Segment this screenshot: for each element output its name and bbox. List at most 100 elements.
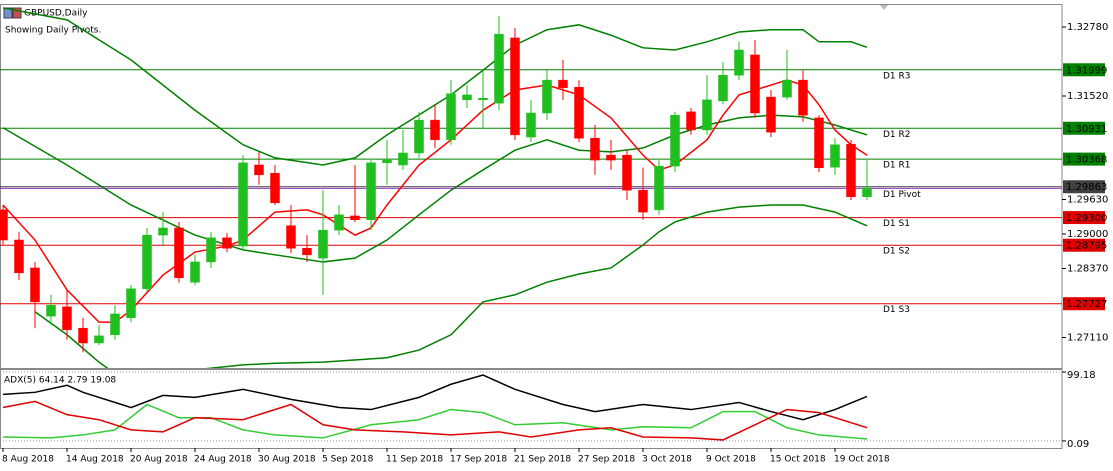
pivot-level-label: D1 R1 xyxy=(883,161,911,171)
icon xyxy=(3,7,13,19)
indicator-line xyxy=(2,374,868,421)
candle-body xyxy=(686,111,696,131)
candle-body xyxy=(62,306,72,331)
symbol-icons xyxy=(3,7,22,19)
candle-body xyxy=(158,227,168,236)
candle-body xyxy=(142,234,152,290)
y-tick-label: 1.28370 xyxy=(1067,264,1108,275)
candle-body xyxy=(718,74,728,102)
candle-body xyxy=(606,154,616,161)
icon xyxy=(12,7,22,19)
candle-body xyxy=(830,144,840,168)
candle-body xyxy=(126,288,136,319)
candle-body xyxy=(478,97,488,101)
candle-body xyxy=(846,143,856,198)
candle-body xyxy=(782,79,792,98)
x-tick-label: 8 Aug 2018 xyxy=(2,455,54,465)
indicator-line xyxy=(34,204,868,368)
x-tick-label: 17 Sep 2018 xyxy=(450,455,507,465)
candle-body xyxy=(174,227,184,279)
candle-body xyxy=(558,79,568,89)
x-tick-label: 30 Aug 2018 xyxy=(258,455,316,465)
price-label-box xyxy=(1063,152,1105,166)
candle-body xyxy=(622,154,632,191)
candle-body xyxy=(238,162,248,247)
candle-body xyxy=(110,313,120,336)
candle-body xyxy=(366,162,376,221)
candle-body xyxy=(254,164,264,176)
x-tick-label: 19 Oct 2018 xyxy=(834,455,890,465)
candle-body xyxy=(734,49,744,76)
y-tick-label: 1.27110 xyxy=(1067,332,1108,343)
price-label: 1.29300 xyxy=(1066,213,1107,224)
candle-body xyxy=(766,96,776,133)
candle-body xyxy=(430,119,440,141)
price-label: 1.28795 xyxy=(1066,241,1107,252)
candle-body xyxy=(638,189,648,213)
candle-body xyxy=(270,172,280,204)
y-tick-label: 1.32780 xyxy=(1067,22,1108,33)
candle-body xyxy=(462,94,472,101)
indicator-line xyxy=(2,7,868,166)
candle-body xyxy=(190,261,200,283)
y-tick-label: 99.18 xyxy=(1067,370,1096,381)
adx-frame xyxy=(0,369,1063,449)
candle-body xyxy=(750,54,760,114)
candle-body xyxy=(494,33,504,104)
price-label-box xyxy=(1063,121,1105,135)
candle-body xyxy=(30,267,40,303)
candle-body xyxy=(286,225,296,249)
x-tick-label: 27 Sep 2018 xyxy=(578,455,635,465)
price-label: 1.31999 xyxy=(1066,65,1107,76)
candle-body xyxy=(670,114,680,167)
candle-body xyxy=(334,214,344,231)
x-tick-label: 21 Sep 2018 xyxy=(514,455,571,465)
candle-body xyxy=(14,239,24,274)
x-tick-label: 14 Aug 2018 xyxy=(66,455,124,465)
chart-title: GBPUSD,Daily xyxy=(24,9,88,19)
pivot-level-label: D1 S1 xyxy=(883,219,910,229)
price-label-box xyxy=(1063,297,1105,311)
candle-body xyxy=(94,335,104,344)
axes: 1.32780 1.31520 1.29630 1.29000 1.28370 1.271… xyxy=(2,22,1108,464)
pivot-level-label: D1 S2 xyxy=(883,247,910,257)
x-tick-label: 9 Oct 2018 xyxy=(706,455,756,465)
price-label: 1.27727 xyxy=(1066,299,1107,310)
candle-body xyxy=(222,237,232,249)
adx-plot xyxy=(0,371,1062,442)
candle-body xyxy=(862,187,872,198)
candle-body xyxy=(574,86,584,139)
candle-body xyxy=(814,117,824,168)
x-tick-label: 24 Aug 2018 xyxy=(194,455,252,465)
candle-body xyxy=(350,215,360,221)
y-tick-label: 0.09 xyxy=(1067,439,1089,450)
y-tick-label: 1.29000 xyxy=(1067,229,1108,240)
price-plot: D1 R3 D1 R2 D1 R1 D1 Pivot D1 S1 D1 S2 D1 S3 xyxy=(0,7,1062,368)
pivot-level-label: D1 S3 xyxy=(883,305,910,315)
price-label: 1.30368 xyxy=(1066,155,1107,166)
indicator-title: ADX(5) 64.14 2.79 19.08 xyxy=(4,376,116,386)
candle-body xyxy=(398,152,408,166)
x-tick-label: 5 Sep 2018 xyxy=(322,455,374,465)
candle-body xyxy=(318,229,328,259)
y-tick-label: 1.29630 xyxy=(1067,195,1108,206)
indicator-line xyxy=(2,400,868,441)
candle-body xyxy=(510,37,520,136)
x-tick-label: 11 Sep 2018 xyxy=(386,455,443,465)
indicator-line xyxy=(2,403,868,440)
candle-body xyxy=(78,327,88,344)
price-label-box xyxy=(1063,211,1105,225)
indicator-line xyxy=(2,114,868,263)
price-label: 1.30931 xyxy=(1066,124,1107,135)
candle-body xyxy=(654,165,664,211)
shift-marker xyxy=(880,5,888,10)
candle-body xyxy=(798,79,808,116)
pivot-level-label: D1 R2 xyxy=(883,130,911,140)
candle-body xyxy=(302,247,312,256)
x-tick-label: 3 Oct 2018 xyxy=(642,455,692,465)
candle-body xyxy=(702,99,712,131)
price-label-box xyxy=(1063,63,1105,77)
candle-body xyxy=(542,79,552,114)
